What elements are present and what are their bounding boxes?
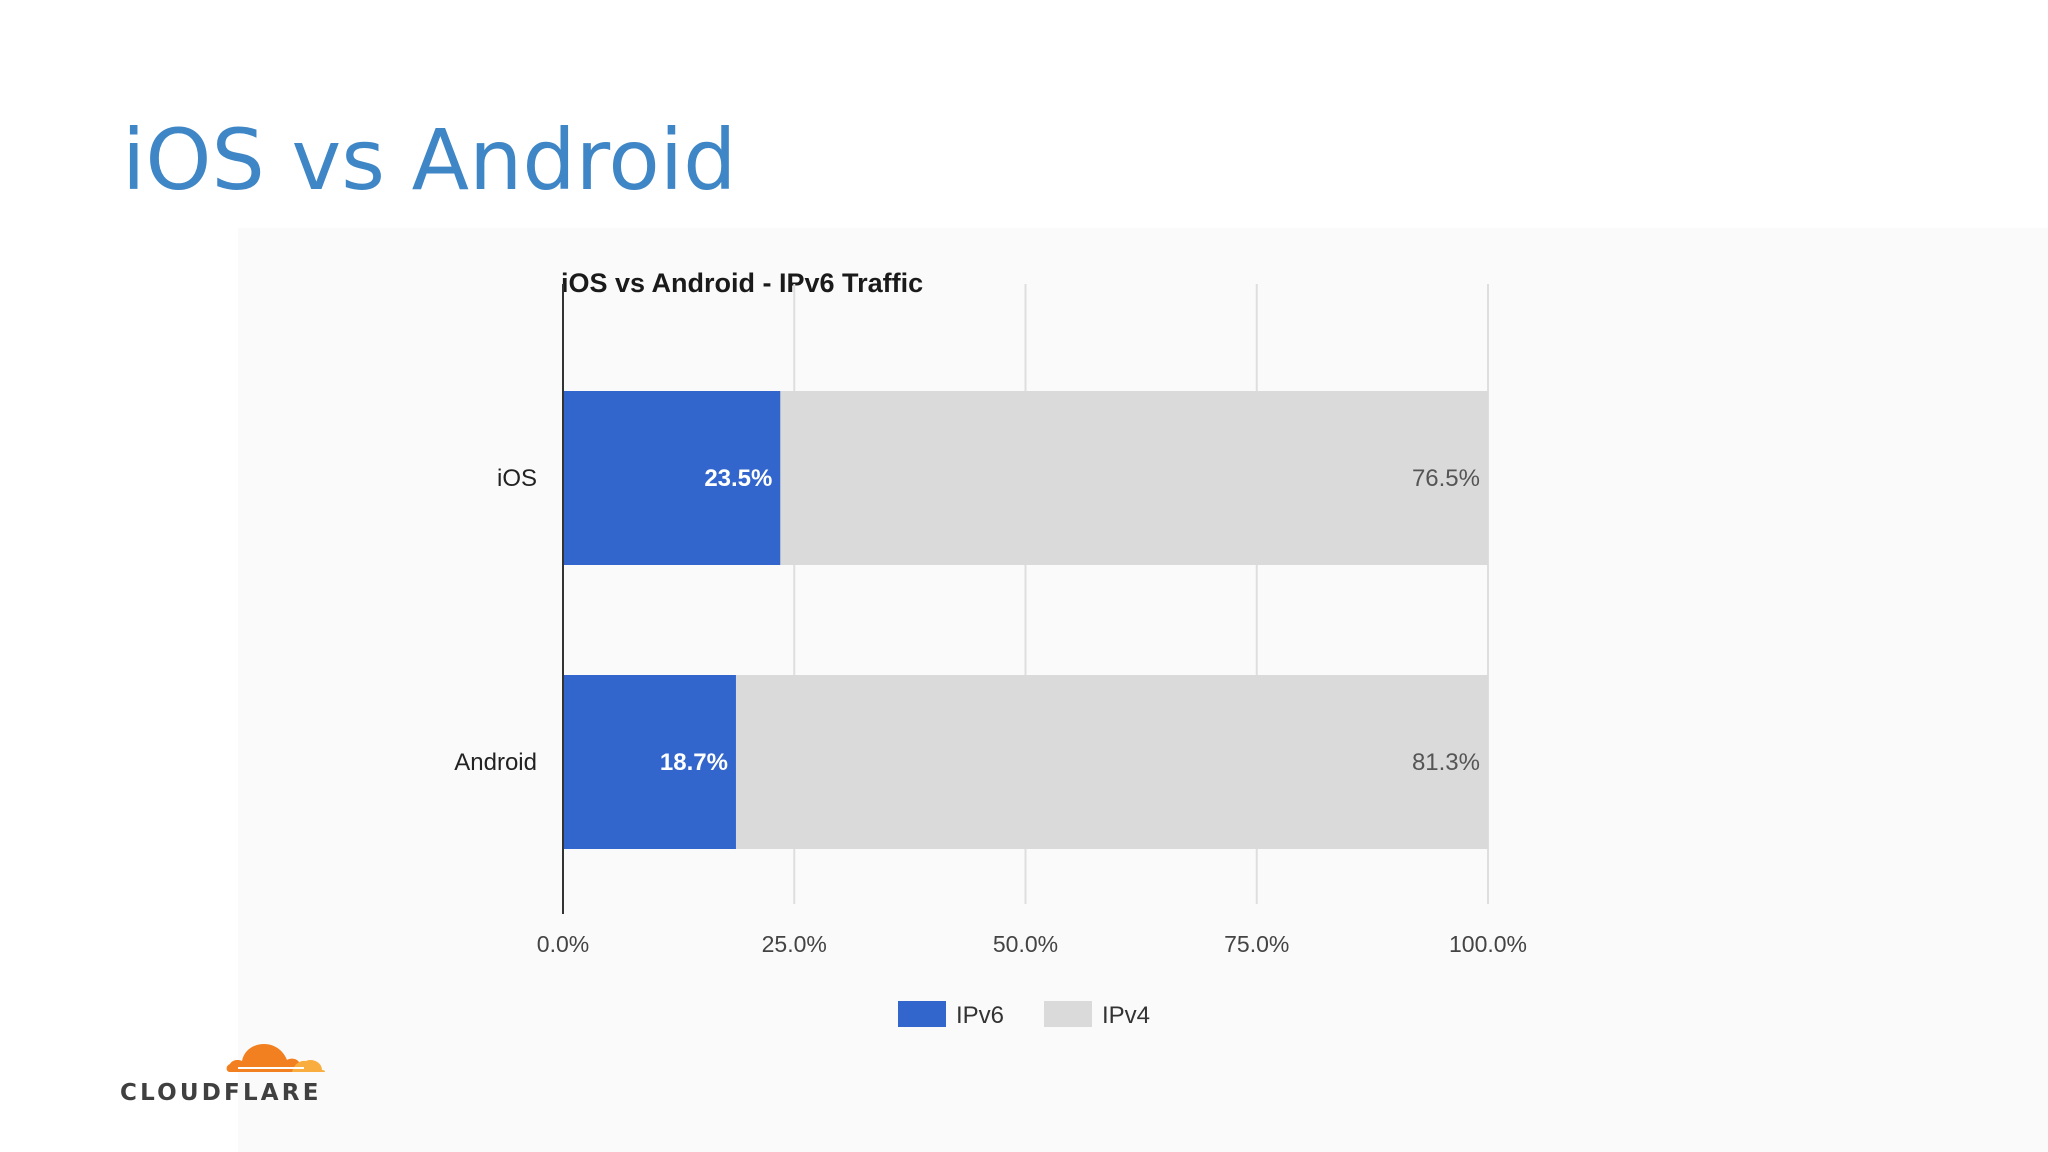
cloudflare-logo: CLOUDFLARE bbox=[120, 1028, 330, 1108]
x-tick-label: 0.0% bbox=[537, 931, 589, 957]
bar-ipv6-ios bbox=[563, 391, 781, 565]
stacked-bar-chart: iOS vs Android - IPv6 Traffic 23.5% 76.5%… bbox=[454, 268, 1527, 1029]
cloud-icon bbox=[226, 1044, 326, 1072]
chart-title: iOS vs Android - IPv6 Traffic bbox=[561, 268, 923, 298]
axes: 0.0% 25.0% 50.0% 75.0% 100.0% iOS Android bbox=[454, 284, 1527, 957]
x-tick-label: 75.0% bbox=[1224, 931, 1289, 957]
legend-swatch-ipv6 bbox=[898, 1001, 946, 1027]
category-label: iOS bbox=[497, 465, 537, 492]
bar-ipv4-ios bbox=[780, 391, 1488, 565]
legend: IPv6 IPv4 bbox=[898, 1001, 1150, 1029]
logo-text: CLOUDFLARE bbox=[120, 1080, 322, 1106]
legend-label: IPv4 bbox=[1102, 1002, 1150, 1029]
x-tick-label: 100.0% bbox=[1449, 931, 1527, 957]
x-tick-label: 25.0% bbox=[762, 931, 827, 957]
legend-swatch-ipv4 bbox=[1044, 1001, 1092, 1027]
legend-label: IPv6 bbox=[956, 1002, 1004, 1029]
bar-ipv6-android bbox=[563, 675, 736, 849]
data-label: 23.5% bbox=[704, 465, 772, 492]
bar-ipv4-android bbox=[735, 675, 1488, 849]
bars: 23.5% 76.5% 18.7% 81.3% bbox=[563, 391, 1488, 849]
data-label: 81.3% bbox=[1412, 749, 1480, 776]
category-label: Android bbox=[454, 749, 537, 776]
data-label: 18.7% bbox=[660, 749, 728, 776]
data-label: 76.5% bbox=[1412, 465, 1480, 492]
chart-panel: iOS vs Android - IPv6 Traffic 23.5% 76.5%… bbox=[238, 228, 2048, 1152]
page-title: iOS vs Android bbox=[122, 111, 737, 209]
x-tick-label: 50.0% bbox=[993, 931, 1058, 957]
